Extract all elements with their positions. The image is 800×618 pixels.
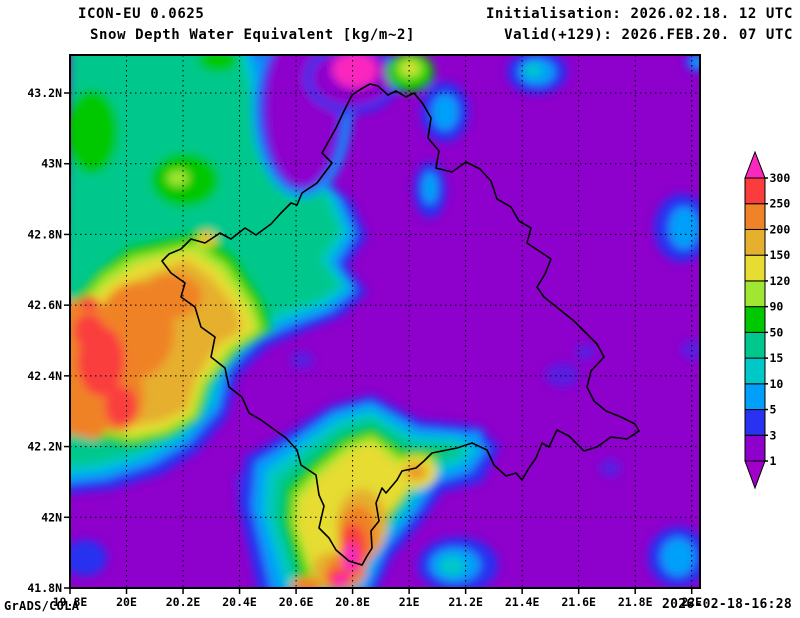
lon-axis-label: 20.6E xyxy=(279,595,314,609)
colorbar-label: 200 xyxy=(770,222,791,236)
colorbar-label: 3 xyxy=(770,428,777,442)
colorbar-segment xyxy=(744,177,766,205)
lon-axis-label: 22E xyxy=(681,595,702,609)
lon-axis-label: 20E xyxy=(116,595,137,609)
colorbar-segment xyxy=(744,331,766,359)
footer-timestamp: 2026-02-18-16:28 xyxy=(661,597,792,612)
lat-axis-label: 42.8N xyxy=(27,227,62,241)
lat-axis-label: 43.2N xyxy=(27,86,62,100)
map-field xyxy=(70,55,700,588)
colorbar-above-max xyxy=(744,150,766,179)
lat-axis-label: 42.4N xyxy=(27,369,62,383)
header-valid: Valid(+129): 2026.FEB.20. 07 UTC xyxy=(504,27,793,43)
header-variable: Snow Depth Water Equivalent [kg/m~2] xyxy=(90,27,416,43)
lon-axis-label: 20.8E xyxy=(335,595,370,609)
colorbar-below-min xyxy=(744,460,766,490)
lat-axis-label: 42.6N xyxy=(27,298,62,312)
lat-axis-label: 42N xyxy=(41,510,62,524)
lon-axis-label: 20.4E xyxy=(222,595,257,609)
colorbar-segment xyxy=(744,228,766,256)
colorbar-label: 5 xyxy=(770,403,777,417)
colorbar-segment xyxy=(744,383,766,411)
lon-axis-label: 21.6E xyxy=(561,595,596,609)
lat-axis-label: 42.2N xyxy=(27,440,62,454)
colorbar-segment xyxy=(744,203,766,230)
colorbar-label: 10 xyxy=(770,377,784,391)
header-init: Initialisation: 2026.02.18. 12 UTC xyxy=(486,6,793,22)
colorbar-segment xyxy=(744,357,766,385)
colorbar-segment xyxy=(744,409,766,436)
swe-field-blobs xyxy=(70,55,700,588)
lat-axis-label: 41.8N xyxy=(27,581,62,595)
lon-axis-label: 19.8E xyxy=(53,595,88,609)
colorbar-segment xyxy=(744,306,766,333)
colorbar-label: 15 xyxy=(770,351,784,365)
header-model: ICON-EU 0.0625 xyxy=(78,6,205,22)
lon-axis-label: 21E xyxy=(399,595,420,609)
axis-layer: 19.8E 20E 20.2E 20.4E 20.6E 20.8E 21E 21.2E 21.4… xyxy=(27,86,702,609)
colorbar-segment xyxy=(744,254,766,282)
colorbar-segment xyxy=(744,434,766,462)
footer-credit: GrADS/COLA xyxy=(4,599,80,613)
colorbar-label: 250 xyxy=(770,197,791,211)
lon-axis-label: 21.4E xyxy=(505,595,540,609)
lon-axis-label: 21.8E xyxy=(618,595,653,609)
colorbar-label: 50 xyxy=(770,325,784,339)
colorbar-label: 90 xyxy=(770,300,784,314)
lon-axis-label: 21.2E xyxy=(448,595,483,609)
colorbar-label: 150 xyxy=(770,248,791,262)
gridlines xyxy=(70,55,700,588)
colorbar-label: 300 xyxy=(770,171,791,185)
colorbar-label: 120 xyxy=(770,274,791,288)
lat-axis-label: 43N xyxy=(41,157,62,171)
lon-axis-label: 20.2E xyxy=(166,595,201,609)
country-border-kosovo xyxy=(161,83,640,566)
colorbar: 1 3 5 10 15 50 90 120 150 200 250 300 xyxy=(744,150,791,490)
colorbar-segment xyxy=(744,280,766,308)
map-frame xyxy=(69,54,701,589)
colorbar-label: 1 xyxy=(770,454,777,468)
